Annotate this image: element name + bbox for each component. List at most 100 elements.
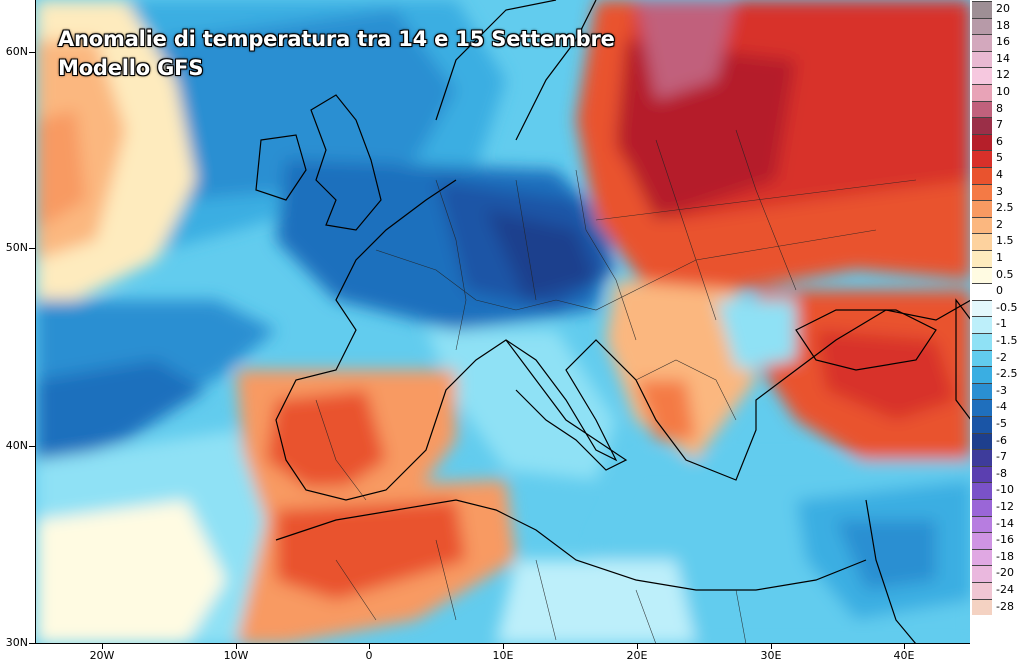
lon-tick-10e [503, 644, 504, 649]
legend-label: 0 [996, 284, 1003, 298]
legend-entry: -8 [970, 465, 1024, 483]
legend-entry: -5 [970, 416, 1024, 433]
legend-swatch [972, 532, 992, 549]
lon-tick-10w [236, 644, 237, 649]
legend-swatch [972, 432, 992, 450]
lon-label-0: 0 [365, 649, 373, 662]
legend-entry: 0 [970, 283, 1024, 300]
legend-entry: 6 [970, 133, 1024, 151]
legend-label: 1.5 [996, 234, 1014, 248]
legend-entry: -18 [970, 548, 1024, 566]
legend-entry: -1 [970, 316, 1024, 333]
legend-swatch [972, 200, 992, 217]
legend-entry: 16 [970, 34, 1024, 51]
legend-entry: -3 [970, 382, 1024, 400]
legend-swatch [972, 598, 992, 616]
borders [315, 129, 917, 643]
legend-swatch [972, 449, 992, 466]
lon-label-10e: 10E [492, 649, 514, 662]
legend-entry: -12 [970, 499, 1024, 516]
legend-swatch [972, 349, 992, 367]
legend-label: 12 [996, 68, 1010, 82]
legend-entry: 2 [970, 216, 1024, 234]
legend-swatch [972, 382, 992, 400]
legend-entry: -20 [970, 565, 1024, 582]
coastlines [255, 0, 970, 643]
legend-label: -3 [996, 383, 1007, 397]
legend-swatch [972, 565, 992, 582]
anomaly-map [35, 0, 970, 644]
lon-tick-0 [369, 644, 370, 649]
legend-swatch [972, 250, 992, 267]
legend-label: 16 [996, 35, 1010, 49]
legend-swatch [972, 299, 992, 317]
legend-entry: 1.5 [970, 233, 1024, 250]
legend-entry: 1 [970, 250, 1024, 267]
legend-entry: -6 [970, 432, 1024, 450]
legend-entry: -7 [970, 449, 1024, 466]
lon-label-10w: 10W [223, 649, 249, 662]
legend-entry: 12 [970, 67, 1024, 84]
legend-label: 10 [996, 85, 1010, 98]
lon-label-20e: 20E [626, 649, 648, 662]
legend-entry: -2 [970, 349, 1024, 367]
legend-entry: 20 [970, 1, 1024, 18]
legend-entry: -1.5 [970, 333, 1024, 350]
legend-label: 14 [996, 51, 1010, 65]
legend-swatch [972, 515, 992, 533]
legend-swatch [972, 283, 992, 300]
legend-swatch [972, 582, 992, 599]
legend-label: -12 [996, 500, 1014, 513]
legend-label: -1 [996, 317, 1007, 331]
anomaly-field [36, 0, 970, 643]
legend-entry: 8 [970, 100, 1024, 118]
legend-entry: -2.5 [970, 366, 1024, 383]
legend-entry: 14 [970, 50, 1024, 68]
legend-entry: 4 [970, 167, 1024, 184]
lat-tick-30n [29, 643, 35, 644]
lat-label-50n: 50N [5, 241, 28, 254]
legend-label: -1.5 [996, 334, 1018, 347]
lon-label-30e: 30E [760, 649, 782, 662]
legend-label: 3 [996, 184, 1003, 198]
legend-entry: -4 [970, 399, 1024, 416]
legend-label: -6 [996, 433, 1007, 447]
legend-swatch [972, 266, 992, 284]
lon-label-20w: 20W [89, 649, 115, 662]
legend-label: 2.5 [996, 201, 1014, 215]
lat-label-30n: 30N [5, 636, 28, 649]
legend-swatch [972, 465, 992, 483]
legend-entry: -14 [970, 515, 1024, 533]
lon-tick-20e [637, 644, 638, 649]
lat-tick-50n [29, 248, 35, 249]
lon-tick-30e [771, 644, 772, 649]
map-title: Anomalie di temperatura tra 14 e 15 Sett… [58, 27, 615, 51]
legend-label: -24 [996, 583, 1014, 596]
legend-swatch [972, 416, 992, 433]
legend-label: 8 [996, 101, 1003, 115]
legend-entry: 7 [970, 117, 1024, 134]
legend-entry: 10 [970, 84, 1024, 101]
lat-label-60n: 60N [5, 45, 28, 58]
legend-label: 7 [996, 118, 1003, 132]
legend-label: -2 [996, 350, 1007, 364]
legend-label: 6 [996, 134, 1003, 148]
legend-swatch [972, 233, 992, 250]
legend-label: 5 [996, 151, 1003, 165]
legend-label: -4 [996, 400, 1007, 414]
legend-swatch [972, 167, 992, 184]
legend-swatch [972, 399, 992, 416]
legend-label: -2.5 [996, 367, 1018, 381]
legend-label: -14 [996, 516, 1014, 530]
legend-label: 18 [996, 18, 1010, 32]
lon-label-40e: 40E [893, 649, 915, 662]
legend-swatch [972, 84, 992, 101]
legend-entry: 2.5 [970, 200, 1024, 217]
legend-swatch [972, 150, 992, 167]
legend-swatch [972, 17, 992, 35]
legend-label: -16 [996, 533, 1014, 547]
legend-label: -8 [996, 466, 1007, 480]
legend-entry: -10 [970, 482, 1024, 499]
legend-entry: 0.5 [970, 266, 1024, 284]
legend-swatch [972, 100, 992, 118]
